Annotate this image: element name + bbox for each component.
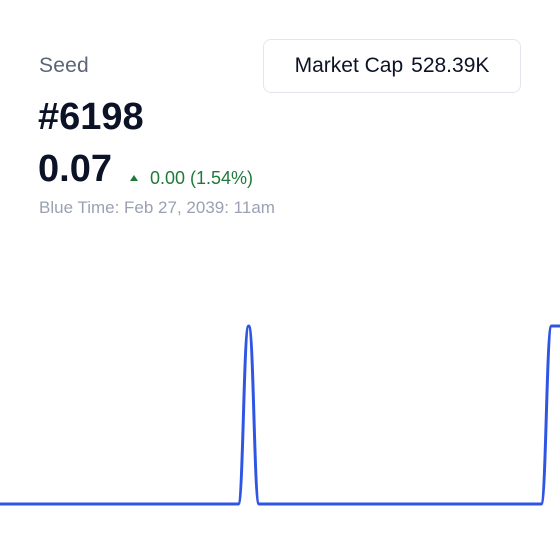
price-value: 0.07 (38, 148, 112, 190)
price-chart[interactable] (0, 300, 560, 520)
timestamp: Blue Time: Feb 27, 2039: 11am (39, 198, 275, 217)
triangle-up-icon (129, 175, 138, 181)
price-row: 0.07 0.00 (1.54%) (38, 148, 253, 191)
price-change-value: 0.00 (1.54%) (149, 167, 254, 188)
category-label: Seed (39, 54, 89, 77)
price-change: 0.00 (1.54%) (129, 167, 254, 189)
token-id: #6198 (38, 96, 144, 138)
market-cap-value: 528.39K (411, 54, 490, 77)
chart-line (0, 324, 560, 506)
market-cap-button[interactable]: Market Cap 528.39K (263, 39, 521, 93)
market-cap-label: Market Cap (294, 54, 404, 77)
